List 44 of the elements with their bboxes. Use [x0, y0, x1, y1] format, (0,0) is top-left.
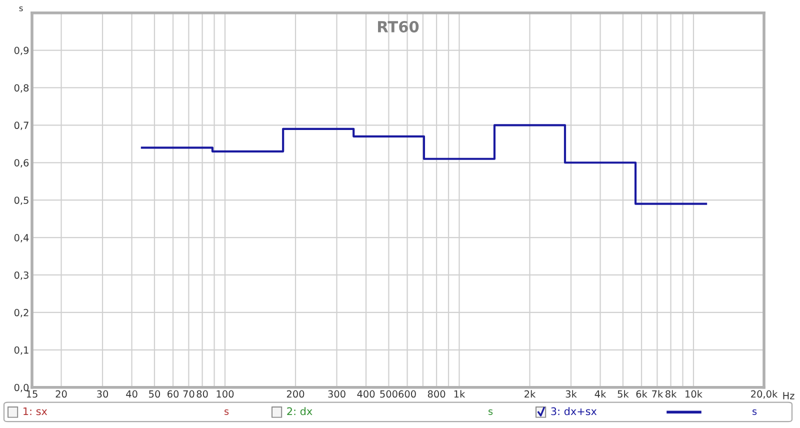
y-tick-label: 0,9 — [14, 46, 29, 56]
x-tick-label: 40 — [126, 390, 138, 398]
x-tick-label: 10k — [686, 390, 702, 398]
text: s — [224, 409, 229, 415]
x-tick-label: 2k — [524, 390, 536, 398]
x-tick-label: 3k — [566, 390, 577, 398]
y-tick-label: 0,4 — [14, 234, 29, 242]
x-axis-title: Hz — [783, 392, 794, 400]
y-tick-label: 0,1 — [14, 346, 28, 355]
x-tick-label: 500 — [380, 390, 398, 398]
legend-label: 3: dx+sx — [551, 407, 597, 416]
x-tick-label: 1k — [454, 390, 466, 398]
x-tick-label: 400 — [357, 390, 375, 398]
x-tick-label: 50 — [149, 390, 160, 398]
chart-title: RT60 — [378, 20, 419, 32]
x-tick-label: 7k — [652, 390, 664, 398]
x-tick-label: 300 — [328, 390, 346, 398]
x-tick-label: 200 — [286, 390, 304, 398]
y-tick-label: 0,5 — [14, 196, 28, 205]
x-tick-label: 800 — [428, 390, 446, 398]
y-tick-label: 0,6 — [14, 159, 29, 168]
x-tick-label: 5k — [618, 390, 629, 398]
y-tick-label: 0,2 — [14, 308, 28, 318]
y-tick-label: 0,8 — [14, 84, 29, 93]
x-tick-label: 80 — [196, 390, 208, 398]
x-tick-label: 4k — [594, 390, 606, 398]
x-tick-label: 15 — [26, 390, 38, 398]
x-tick-label: 70 — [183, 390, 194, 398]
x-tick-label: 600 — [398, 390, 416, 398]
y-tick-label: 0,0 — [14, 384, 29, 392]
y-tick-label: 0,3 — [14, 271, 28, 280]
text: s — [752, 409, 757, 415]
y-axis-title: s — [19, 6, 23, 12]
x-tick-label: 8k — [666, 390, 677, 398]
x-tick-label: 20 — [56, 390, 67, 398]
x-tick-label: 6k — [636, 390, 648, 398]
x-tick-label: 30 — [97, 390, 108, 398]
x-tick-label: 100 — [216, 390, 234, 398]
text: 2: dx — [287, 407, 312, 416]
x-tick-label: 20,0k — [751, 390, 778, 399]
y-tick-label: 0,7 — [14, 122, 28, 130]
x-tick-label: 60 — [168, 390, 179, 398]
text: 1: sx — [24, 407, 48, 416]
text: s — [488, 409, 493, 415]
